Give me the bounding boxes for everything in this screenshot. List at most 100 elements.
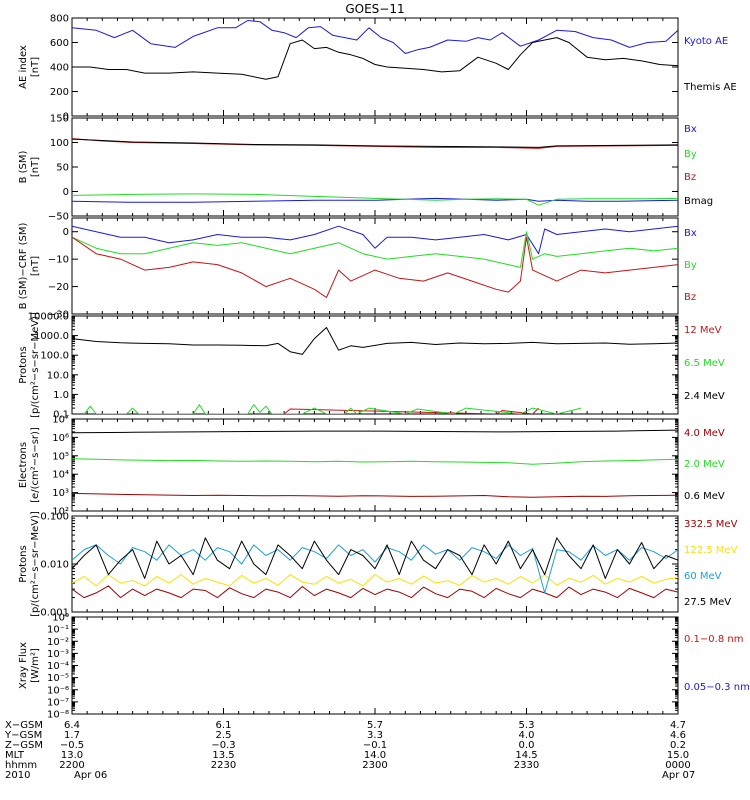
legend-label: By	[684, 149, 697, 160]
x-tick-value: 13.0	[61, 750, 83, 761]
series-line-60-mev	[72, 544, 678, 594]
y-tick-label: 600	[50, 38, 69, 49]
y-tick-label: 0.100	[40, 512, 69, 523]
panel-frame	[71, 616, 679, 715]
x-tick-value: Apr 07	[662, 770, 695, 781]
y-tick-label: −10	[48, 255, 69, 266]
x-tick-value: −0.1	[363, 740, 387, 751]
x-row-label: MLT	[5, 750, 25, 761]
legend-label: Bx	[684, 228, 697, 239]
series-group	[72, 138, 678, 206]
figure-title: GOES−11	[345, 2, 404, 16]
legend-label: Bmag	[684, 196, 713, 207]
x-tick-value: 4.6	[670, 730, 686, 741]
legend-label: 0.05−0.3 nm	[684, 682, 750, 693]
y-tick-label: 10⁻⁷	[47, 697, 69, 708]
y-tick-label: −20	[48, 282, 69, 293]
x-tick-value: 14.5	[515, 750, 537, 761]
legend-label: Kyoto AE	[684, 36, 728, 47]
legend-label: 0.6 MeV	[684, 491, 725, 502]
y-tick-label: 10⁻⁵	[47, 673, 69, 684]
series-group	[72, 327, 678, 414]
y-axis-label: B (SM)	[18, 150, 29, 183]
y-axis-label: [nT]	[30, 57, 41, 77]
legend-label: Bz	[684, 292, 696, 303]
panel-3: −30 −20 −10 0 B (SM)−CRF (SM) [nT] Bx By Bz	[18, 217, 697, 321]
series-line-bx	[72, 225, 678, 255]
y-tick-label: 0	[63, 187, 69, 198]
y-axis-label: [p/(cm²−s−sr−MeV)]	[30, 312, 41, 418]
panel-frame	[71, 315, 679, 415]
series-group	[72, 537, 678, 599]
y-tick-label: 100	[50, 138, 69, 149]
panel-6: 0.001 0.010 0.100 Protons [p/(cm²−s−sr−MeV)]…	[18, 511, 738, 619]
y-tick-label: 150	[50, 114, 69, 125]
y-tick-label: 10000.0	[28, 312, 69, 323]
series-line-2-4-mev	[72, 327, 678, 355]
series-line-themis-ae	[72, 37, 678, 80]
series-group	[72, 429, 678, 498]
x-tick-value: 0.2	[670, 740, 686, 751]
panel-frame	[71, 217, 679, 315]
y-tick-label: 0.1	[53, 410, 69, 421]
y-tick-label: 10⁻⁶	[47, 685, 69, 696]
y-tick-label: 10⁻²	[47, 637, 69, 648]
x-tick-value: 2200	[59, 760, 84, 771]
x-row-label: Z−GSM	[5, 740, 43, 751]
y-tick-label: 10⁻⁸	[47, 710, 69, 721]
x-row-label: Y−GSM	[4, 730, 42, 741]
x-tick-value: −0.3	[211, 740, 235, 751]
x-tick-value: 0.0	[519, 740, 535, 751]
series-line-bz	[72, 138, 678, 149]
series-group	[72, 225, 678, 298]
series-line-by	[72, 231, 678, 268]
legend-label: 332.5 MeV	[684, 519, 738, 530]
legend-label: 2.0 MeV	[684, 459, 725, 470]
legend-label: Themis AE	[683, 82, 737, 93]
x-tick-value: 3.3	[367, 730, 383, 741]
series-line-27-5-mev	[72, 537, 678, 579]
y-axis-label: Electrons	[18, 442, 29, 488]
legend-label: 2.4 MeV	[684, 391, 725, 402]
x-tick-value: 4.0	[519, 730, 535, 741]
series-line-12-mev	[283, 407, 539, 414]
y-tick-label: 10⁻¹	[47, 625, 69, 636]
y-tick-label: 10⁰	[52, 613, 69, 624]
y-tick-label: 10⁻⁴	[47, 661, 69, 672]
y-tick-label: 400	[50, 63, 69, 74]
legend-label: 122.5 MeV	[684, 545, 738, 556]
x-row-label: 2010	[5, 770, 30, 781]
legend-label: By	[684, 260, 697, 271]
x-row-label: X−GSM	[5, 720, 43, 731]
x-tick-value: −0.5	[60, 740, 84, 751]
x-tick-value: 2.5	[216, 730, 232, 741]
panel-5: 10² 10³ 10⁴ 10⁵ 10⁶ 10⁷ Electrons [e/(cm²−s−sr)…	[18, 415, 725, 518]
legend-label: 12 MeV	[684, 325, 722, 336]
y-tick-label: 10⁶	[52, 433, 69, 444]
y-axis-label: Xray Flux	[18, 642, 29, 689]
panel-4: 0.1 1.0 10.0 100.0 1000.0 10000.0 Protons [p/(c…	[18, 312, 725, 421]
y-axis-label: Protons	[18, 545, 29, 582]
y-tick-label: 10⁻³	[47, 649, 69, 660]
y-tick-label: 50	[56, 163, 69, 174]
y-axis-label: B (SM)−CRF (SM)	[18, 222, 29, 309]
y-tick-label: 1.0	[53, 390, 69, 401]
x-tick-value: 2230	[211, 760, 236, 771]
y-tick-label: 10⁷	[52, 415, 69, 426]
y-tick-label: 10⁵	[52, 451, 69, 462]
y-axis-label: AE index	[18, 45, 29, 89]
y-tick-label: 0.001	[40, 608, 69, 619]
y-axis-label: [W/m²]	[30, 648, 41, 683]
panel-2: −50 0 50 100 150 B (SM) [nT] Bx By Bz Bmag	[18, 114, 713, 223]
legend-label: 60 MeV	[684, 571, 722, 582]
panel-frame	[71, 515, 679, 613]
x-tick-value: 0000	[665, 760, 690, 771]
x-tick-value: 5.7	[367, 720, 383, 731]
legend-label: 27.5 MeV	[684, 597, 731, 608]
panel-frame	[71, 418, 679, 512]
y-axis-label: [e/(cm²−s−sr)]	[30, 427, 41, 503]
legend-label: Bx	[684, 124, 697, 135]
